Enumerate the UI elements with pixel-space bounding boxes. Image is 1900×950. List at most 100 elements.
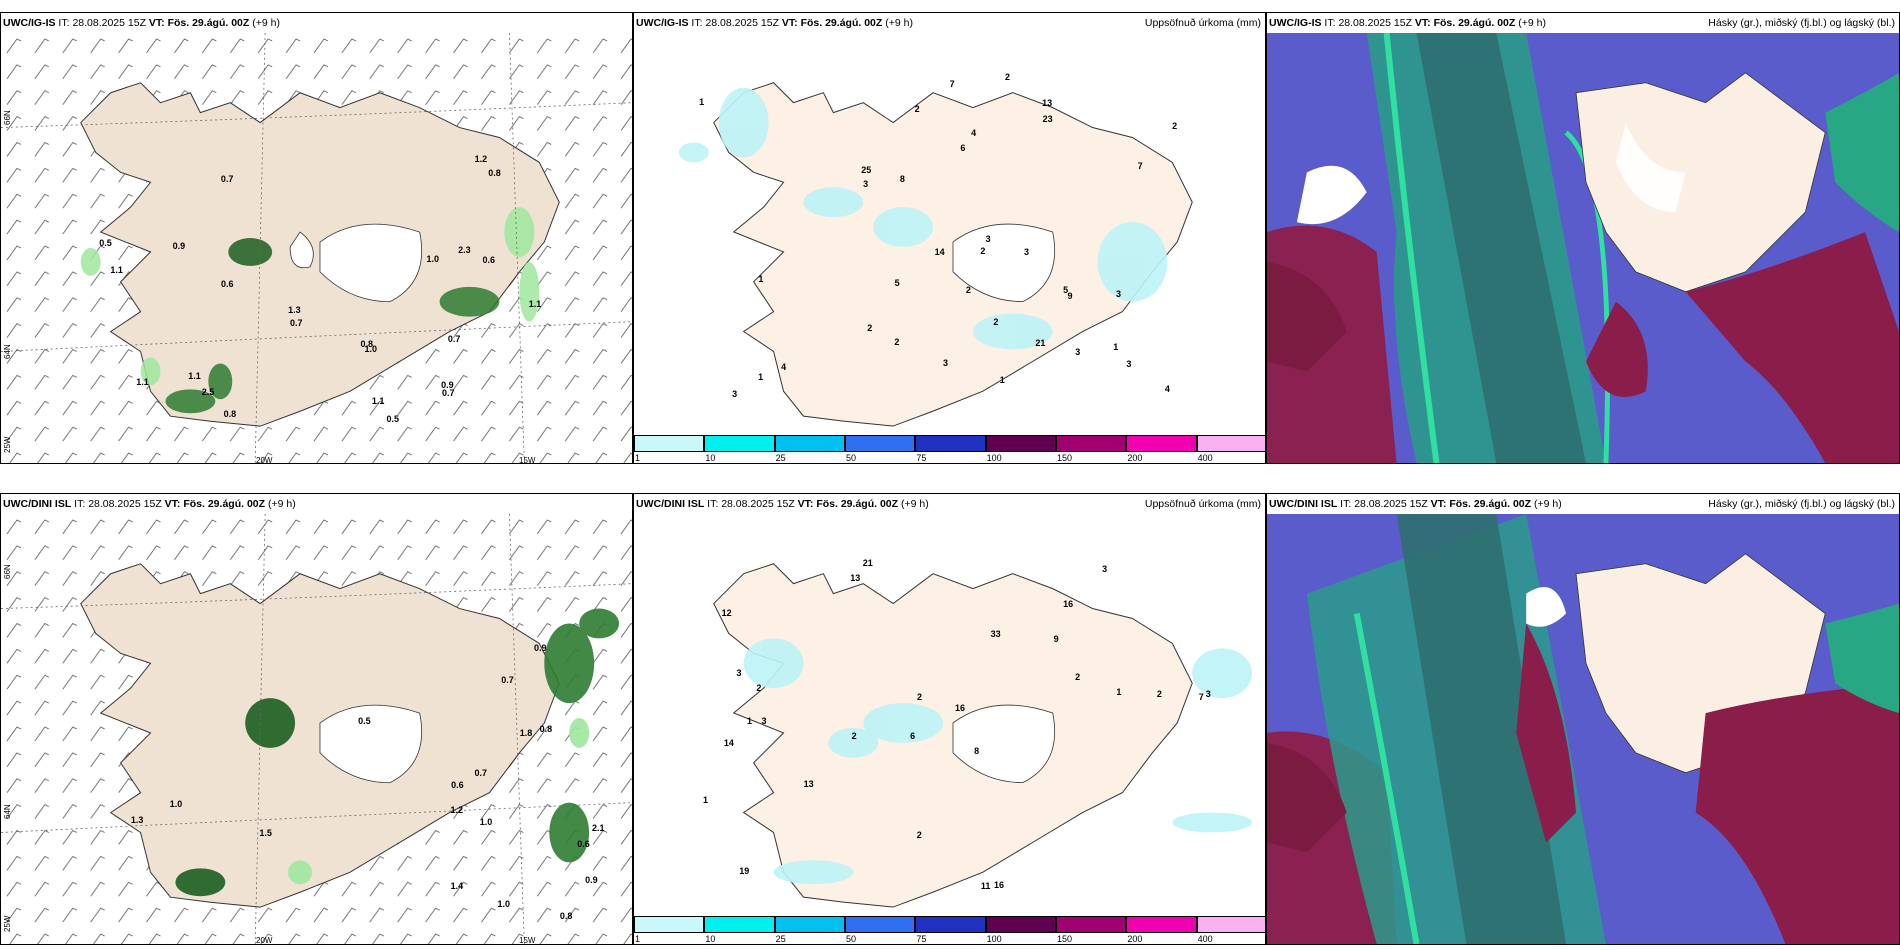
- value-label: 2: [867, 322, 873, 333]
- coord-lat64: 64N: [3, 344, 12, 359]
- value-label: 3: [942, 357, 948, 368]
- panel-header: UWC/IG-IS IT: 28.08.2025 15Z VT: Fös. 29…: [1267, 13, 1899, 33]
- wind-map: [1, 33, 632, 463]
- colorbar-label: 200: [1127, 453, 1143, 463]
- colorbar-label: 100: [986, 453, 1002, 463]
- coord-lat66: 66N: [3, 110, 12, 125]
- value-label: 0.9: [441, 379, 454, 390]
- value-label: 0.7: [220, 174, 234, 185]
- value-label: 23: [1042, 114, 1053, 125]
- colorbar-swatch: [1056, 435, 1127, 452]
- panel-right-title: Hásky (gr.), miðský (fj.bl.) og lágský (…: [1708, 17, 1895, 29]
- value-label: 0.9: [533, 643, 547, 654]
- value-label: 2: [914, 103, 920, 114]
- colorbar-label: 150: [1057, 453, 1073, 463]
- value-label: 2.3: [458, 244, 471, 255]
- value-label: 0.9: [172, 241, 186, 252]
- coord-lat64: 64N: [3, 804, 12, 819]
- value-label: 21: [862, 558, 873, 569]
- panel-header: UWC/DINI ISL IT: 28.08.2025 15Z VT: Fös.…: [634, 494, 1265, 514]
- value-label: 3: [1205, 688, 1211, 699]
- value-label: 1.0: [497, 899, 510, 910]
- value-label: 1.1: [188, 370, 201, 381]
- value-label: 0.8: [539, 724, 553, 735]
- colorbar-label: 10: [705, 934, 716, 944]
- panel-header: UWC/DINI ISL IT: 28.08.2025 15Z VT: Fös.…: [1267, 494, 1899, 514]
- value-label: 0.8: [223, 408, 237, 419]
- colorbar-label: 50: [846, 934, 857, 944]
- value-label: 1.5: [259, 827, 272, 838]
- colorbar-swatch: [1196, 916, 1265, 933]
- colorbar-label: 1: [635, 453, 641, 463]
- value-label: 2: [1156, 688, 1162, 699]
- value-label: 8: [974, 746, 980, 757]
- value-label: 1: [699, 97, 705, 108]
- colorbar-swatch: [704, 916, 775, 933]
- precip-map: [634, 33, 1265, 435]
- cloud-map: [1267, 33, 1899, 463]
- value-label: 0.7: [501, 674, 514, 685]
- colorbar-swatch: [774, 916, 845, 933]
- value-label: 1.0: [169, 799, 183, 810]
- value-label: 0.9: [585, 875, 598, 886]
- value-label: 2: [851, 731, 857, 742]
- panel-cloud-top: UWC/IG-IS IT: 28.08.2025 15Z VT: Fös. 29…: [1266, 12, 1900, 464]
- value-label: 1: [758, 371, 764, 382]
- value-label: 3: [1126, 359, 1132, 370]
- panel-header: UWC/IG-IS IT: 28.08.2025 15Z VT: Fös. 29…: [634, 13, 1265, 33]
- value-label: 1.8: [519, 727, 533, 738]
- value-label: 3: [761, 716, 767, 727]
- value-label: 3: [1024, 246, 1030, 257]
- colorbar-swatch: [985, 435, 1056, 452]
- value-label: 3: [1102, 563, 1108, 574]
- colorbar-swatch: [985, 916, 1056, 933]
- value-label: 1: [999, 375, 1005, 386]
- panel-right-title: Hásky (gr.), miðský (fj.bl.) og lágský (…: [1708, 498, 1895, 510]
- value-label: 1: [1113, 342, 1119, 353]
- value-label: 0.6: [577, 839, 590, 850]
- value-label: 7: [949, 79, 955, 90]
- value-label: 33: [990, 628, 1001, 639]
- value-label: 1.1: [371, 395, 385, 406]
- colorbar-label: 25: [775, 934, 786, 944]
- value-label: 2: [894, 337, 900, 348]
- value-label: 5: [1063, 285, 1069, 296]
- colorbar-swatch: [915, 916, 986, 933]
- colorbar-label: 50: [846, 453, 857, 463]
- panel-header: UWC/DINI ISL IT: 28.08.2025 15Z VT: Fös.…: [1, 494, 632, 514]
- value-label: 1.4: [450, 881, 464, 892]
- colorbar-swatch: [1056, 916, 1127, 933]
- value-label: 2.1: [592, 823, 605, 834]
- value-label: 9: [1053, 634, 1059, 645]
- panel-cloud-bottom: UWC/DINI ISL IT: 28.08.2025 15Z VT: Fös.…: [1266, 493, 1900, 945]
- value-label: 0.7: [441, 387, 455, 398]
- value-label: 0.8: [559, 910, 573, 921]
- value-label: 2: [1172, 121, 1178, 132]
- value-label: 16: [1063, 598, 1074, 609]
- value-label: 0.6: [221, 278, 234, 289]
- value-label: 1.0: [364, 344, 378, 355]
- value-label: 7: [1198, 691, 1204, 702]
- value-label: 7: [1137, 161, 1143, 172]
- coord-lon25: 25W: [3, 915, 12, 932]
- value-label: 0.5: [358, 716, 371, 727]
- panel-precip-bottom: UWC/DINI ISL IT: 28.08.2025 15Z VT: Fös.…: [633, 493, 1266, 945]
- value-label: 14: [723, 737, 734, 748]
- colorbar-swatch: [774, 435, 845, 452]
- value-label: 0.7: [447, 334, 461, 345]
- panel-wind-bottom: UWC/DINI ISL IT: 28.08.2025 15Z VT: Fös.…: [0, 493, 633, 945]
- value-label: 1.3: [288, 305, 301, 316]
- value-label: 2: [917, 692, 923, 703]
- colorbar-swatch: [634, 916, 705, 933]
- value-label: 12: [721, 608, 732, 619]
- value-label: 6: [910, 731, 916, 742]
- colorbar-swatch: [845, 435, 916, 452]
- precip-map: [634, 514, 1265, 916]
- value-label: 14: [934, 246, 945, 257]
- value-label: 2: [1004, 72, 1010, 83]
- precip-colorbar: 1 10 25 50 75 100 150 200 400: [634, 916, 1265, 944]
- value-label: 0.6: [482, 255, 495, 266]
- colorbar-label: 25: [775, 453, 786, 463]
- value-label: 5: [894, 278, 900, 289]
- value-label: 1: [758, 274, 764, 285]
